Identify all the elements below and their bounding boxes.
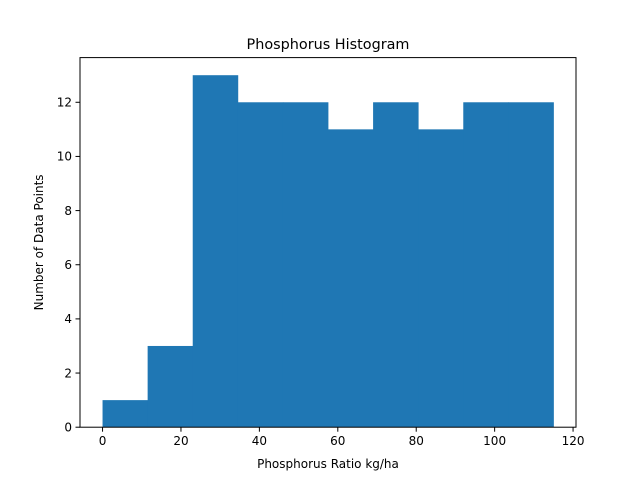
x-tick-label: 0 — [99, 434, 107, 448]
x-tick-label: 40 — [252, 434, 267, 448]
y-tick-label: 4 — [64, 312, 72, 326]
x-tick-label: 100 — [483, 434, 506, 448]
plot-frame — [79, 57, 577, 428]
y-tick-label: 6 — [64, 258, 72, 272]
y-tick-label: 2 — [64, 366, 72, 380]
histogram-bar — [463, 102, 509, 428]
y-tick-label: 12 — [57, 96, 72, 110]
x-tick-label: 120 — [562, 434, 585, 448]
x-tick-label: 60 — [330, 434, 345, 448]
histogram-bar — [373, 102, 419, 428]
x-axis-label: Phosphorus Ratio kg/ha — [257, 457, 399, 471]
histogram-bar — [282, 102, 329, 428]
histogram-bar — [237, 102, 284, 428]
histogram-bar — [418, 129, 464, 428]
bars-group — [102, 75, 554, 428]
y-tick-label: 8 — [64, 204, 72, 218]
y-ticks: 0 2 4 6 8 10 12 — [57, 96, 80, 435]
x-ticks: 0 20 40 60 80 100 120 — [99, 427, 585, 448]
histogram-bar — [102, 400, 149, 428]
histogram-bar — [508, 102, 554, 428]
chart-title: Phosphorus Histogram — [247, 37, 410, 53]
x-tick-label: 80 — [409, 434, 424, 448]
histogram-bar — [328, 129, 374, 428]
histogram-bar — [192, 75, 239, 428]
y-tick-label: 10 — [57, 150, 72, 164]
y-tick-label: 0 — [64, 421, 72, 435]
x-tick-label: 20 — [173, 434, 188, 448]
y-axis-label: Number of Data Points — [32, 174, 46, 310]
histogram-bar — [147, 345, 194, 428]
